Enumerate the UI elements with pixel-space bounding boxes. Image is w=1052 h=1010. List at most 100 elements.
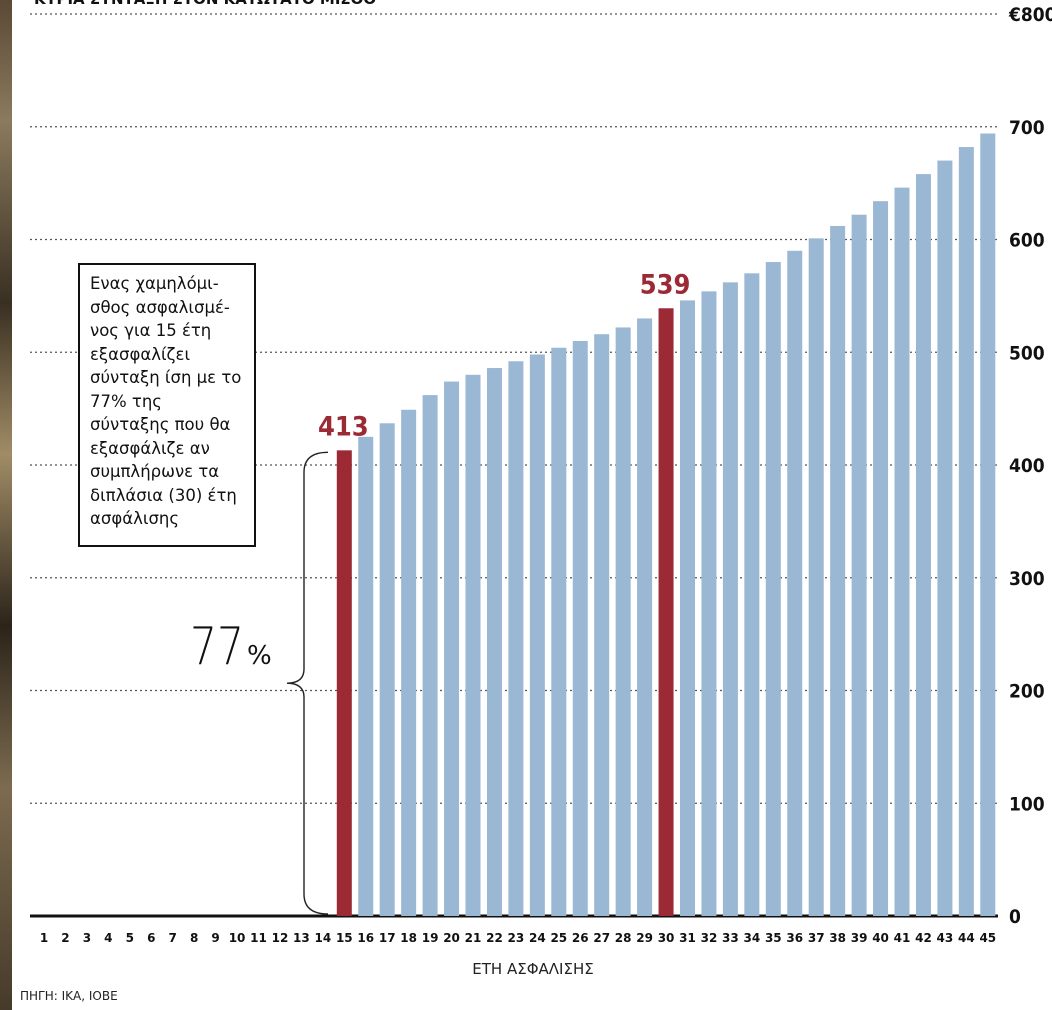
x-tick-label: 41 bbox=[894, 931, 911, 945]
photo-strip bbox=[0, 0, 12, 1010]
bar bbox=[915, 174, 931, 917]
bar bbox=[615, 327, 631, 916]
source-note: ΠΗΓΗ: ΙΚΑ, ΙΟΒΕ bbox=[20, 989, 118, 1003]
x-tick-label: 17 bbox=[379, 931, 396, 945]
bar bbox=[444, 381, 460, 916]
bar bbox=[958, 147, 974, 917]
bar bbox=[744, 273, 760, 916]
x-tick-label: 9 bbox=[211, 931, 219, 945]
bar bbox=[465, 374, 481, 916]
bar bbox=[486, 368, 502, 916]
bar bbox=[701, 291, 717, 916]
x-tick-label: 25 bbox=[550, 931, 567, 945]
chart-title: ΚΥΡΙΑ ΣΥΝΤΑΞΗ ΣΤΟΝ ΚΑΤΩΤΑΤΟ ΜΙΣΘΟ bbox=[34, 0, 376, 8]
percentage-value: 77 bbox=[190, 617, 244, 677]
x-tick-label: 24 bbox=[529, 931, 546, 945]
x-tick-label: 34 bbox=[743, 931, 760, 945]
x-tick-label: 38 bbox=[829, 931, 846, 945]
bar bbox=[765, 262, 781, 916]
x-tick-label: 3 bbox=[83, 931, 91, 945]
y-tick-label: 700 bbox=[1009, 117, 1045, 139]
x-tick-label: 29 bbox=[636, 931, 653, 945]
x-tick-label: 20 bbox=[443, 931, 460, 945]
bar bbox=[379, 423, 395, 916]
x-tick-label: 12 bbox=[272, 931, 289, 945]
bar bbox=[358, 436, 374, 916]
bar bbox=[722, 282, 738, 917]
x-tick-label: 36 bbox=[786, 931, 803, 945]
y-tick-label: €800 bbox=[1008, 4, 1052, 26]
bar bbox=[529, 354, 545, 916]
x-tick-labels: 1 2 3 4 5 6 7 8 9 10 11 12 13 14 15 16 17 18 19 20 21 22 23 24 2… bbox=[40, 931, 996, 945]
x-tick-label: 8 bbox=[190, 931, 198, 945]
bar bbox=[637, 318, 653, 916]
x-tick-label: 2 bbox=[61, 931, 69, 945]
y-tick-label: 200 bbox=[1009, 681, 1045, 703]
x-tick-label: 42 bbox=[915, 931, 932, 945]
x-tick-label: 40 bbox=[872, 931, 889, 945]
bars bbox=[336, 133, 996, 917]
y-tick-label: 100 bbox=[1009, 793, 1045, 815]
x-tick-label: 37 bbox=[808, 931, 825, 945]
bar bbox=[508, 361, 524, 916]
x-tick-label: 21 bbox=[465, 931, 482, 945]
data-labels: 413 539 bbox=[318, 269, 690, 442]
percentage-sign: % bbox=[247, 641, 272, 671]
y-tick-label: 300 bbox=[1009, 568, 1045, 590]
x-tick-label: 44 bbox=[958, 931, 975, 945]
x-tick-label: 33 bbox=[722, 931, 739, 945]
x-tick-label: 45 bbox=[979, 931, 996, 945]
x-tick-label: 22 bbox=[486, 931, 503, 945]
x-tick-label: 1 bbox=[40, 931, 48, 945]
x-tick-label: 32 bbox=[701, 931, 718, 945]
x-tick-label: 35 bbox=[765, 931, 782, 945]
x-tick-label: 5 bbox=[126, 931, 134, 945]
y-tick-labels: 0 100 200 300 400 500 600 700 €800 bbox=[1008, 4, 1052, 928]
data-label: 413 bbox=[318, 411, 369, 442]
highlight-bar bbox=[336, 450, 352, 916]
bar bbox=[551, 347, 567, 916]
x-tick-label: 30 bbox=[658, 931, 675, 945]
bar bbox=[572, 340, 588, 917]
x-tick-label: 27 bbox=[593, 931, 610, 945]
bar bbox=[937, 160, 953, 916]
x-tick-label: 4 bbox=[104, 931, 112, 945]
bar bbox=[851, 214, 867, 916]
annotation-box: Ενας χαμηλόμι- σθος ασφαλισμέ- νος για 1… bbox=[78, 263, 256, 547]
data-label: 539 bbox=[640, 269, 691, 300]
x-tick-label: 6 bbox=[147, 931, 155, 945]
x-tick-label: 14 bbox=[314, 931, 331, 945]
bar bbox=[594, 334, 610, 917]
bar bbox=[787, 250, 803, 916]
x-tick-label: 11 bbox=[250, 931, 267, 945]
x-tick-label: 39 bbox=[851, 931, 868, 945]
bar bbox=[422, 395, 438, 917]
x-tick-label: 10 bbox=[229, 931, 246, 945]
bar bbox=[401, 409, 417, 916]
percentage-brace bbox=[286, 451, 329, 915]
bar bbox=[808, 238, 824, 916]
x-tick-label: 43 bbox=[937, 931, 954, 945]
bar bbox=[873, 201, 889, 917]
bar bbox=[680, 300, 695, 916]
y-tick-label: 400 bbox=[1009, 455, 1045, 477]
x-tick-label: 18 bbox=[400, 931, 417, 945]
x-tick-label: 19 bbox=[422, 931, 439, 945]
bar bbox=[894, 187, 910, 916]
x-tick-label: 7 bbox=[169, 931, 177, 945]
highlight-bar bbox=[658, 308, 674, 917]
x-tick-label: 23 bbox=[508, 931, 525, 945]
bar bbox=[980, 133, 996, 916]
y-tick-label: 600 bbox=[1009, 230, 1045, 252]
y-tick-label: 500 bbox=[1009, 342, 1045, 364]
x-axis-label: ΕΤΗ ΑΣΦΑΛΙΣΗΣ bbox=[472, 960, 593, 978]
x-tick-label: 31 bbox=[679, 931, 696, 945]
y-tick-label: 0 bbox=[1009, 906, 1021, 928]
x-tick-label: 15 bbox=[336, 931, 353, 945]
x-tick-label: 16 bbox=[357, 931, 374, 945]
bar bbox=[830, 225, 846, 917]
x-tick-label: 26 bbox=[572, 931, 589, 945]
x-tick-label: 13 bbox=[293, 931, 310, 945]
x-tick-label: 28 bbox=[615, 931, 632, 945]
